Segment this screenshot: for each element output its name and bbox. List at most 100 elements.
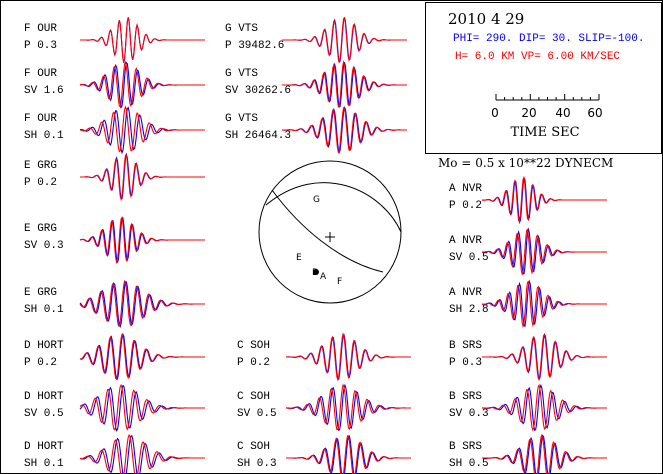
synthetic-trace [481, 280, 607, 329]
depth-text: H= 6.0 KM VP= 6.00 KM/SEC [455, 51, 620, 63]
scale-tick-label: 40 [555, 106, 570, 120]
station-label: B SRS [449, 441, 482, 453]
station-label: A NVR [449, 235, 482, 247]
waveform-panel: F OUR P 0.3 [24, 17, 205, 63]
scale-tick-label: 0 [491, 106, 499, 120]
scale-tick-label: 60 [587, 106, 602, 120]
waveform-panel: F OUR SH 0.1 [24, 105, 205, 155]
waveform-panel: A NVR SV 0.5 [449, 227, 607, 277]
traces-layer: F OUR P 0.3 F OUR SV 1.6 F OUR SH 0.1 E GRG P 0… [24, 16, 607, 474]
waveform-panel: A NVR SH 2.8 [449, 279, 607, 329]
phase-amplitude-label: SH 0.3 [237, 458, 277, 470]
phase-amplitude-label: SV 0.5 [237, 408, 277, 420]
station-label: C SOH [237, 391, 270, 403]
waveform-panel: B SRS P 0.3 [449, 332, 607, 382]
synthetic-trace [482, 433, 607, 474]
phase-amplitude-label: SH 0.1 [24, 130, 64, 142]
phase-amplitude-label: P 0.3 [24, 40, 57, 52]
synthetic-trace [281, 107, 407, 154]
station-label: D HORT [24, 340, 64, 352]
station-mark-b: B [312, 268, 318, 278]
station-label: D HORT [24, 391, 64, 403]
phase-amplitude-label: SV 1.6 [24, 85, 64, 97]
station-label: C SOH [237, 340, 270, 352]
waveform-panel: D HORT SH 0.1 [24, 433, 205, 474]
synthetic-trace [482, 176, 607, 224]
waveform-panel: G VTS P 39482.6 [225, 16, 407, 63]
phase-amplitude-label: P 0.2 [24, 177, 57, 189]
phase-amplitude-label: SH 2.8 [449, 304, 489, 316]
waveform-panel: A NVR P 0.2 [449, 175, 607, 224]
station-label: E GRG [24, 287, 57, 299]
phase-amplitude-label: SV 0.5 [24, 408, 64, 420]
observed-trace [286, 435, 411, 474]
phase-amplitude-label: P 0.2 [237, 357, 270, 369]
phase-amplitude-label: SV 0.3 [449, 408, 489, 420]
station-label: G VTS [225, 68, 258, 80]
phase-amplitude-label: SH 0.5 [449, 458, 489, 470]
station-mark-e: E [296, 253, 302, 263]
waveform-panel: F OUR SV 1.6 [24, 60, 205, 109]
station-mark-a: A [320, 272, 327, 282]
time-scale-label: TIME SEC [510, 125, 579, 140]
nodal-plane-1 [271, 189, 384, 273]
station-label: G VTS [225, 113, 258, 125]
synthetic-trace [481, 383, 607, 432]
waveform-panel: C SOH P 0.2 [237, 332, 411, 382]
station-label: F OUR [24, 23, 57, 35]
nodal-plane-2 [265, 182, 402, 233]
phase-amplitude-label: SH 26464.3 [225, 130, 291, 142]
synthetic-trace [282, 16, 407, 63]
waveform-panel: B SRS SV 0.3 [449, 383, 607, 432]
station-label: G VTS [225, 23, 258, 35]
phase-amplitude-label: SH 0.1 [24, 304, 64, 316]
phase-amplitude-label: P 0.2 [24, 357, 57, 369]
synthetic-trace [285, 332, 411, 382]
synthetic-trace [285, 383, 411, 431]
synthetic-trace [79, 383, 205, 431]
station-label: E GRG [24, 223, 57, 235]
waveform-panel: D HORT P 0.2 [24, 332, 205, 381]
station-label: B SRS [449, 391, 482, 403]
phase-amplitude-label: SV 0.3 [24, 240, 64, 252]
synthetic-trace [286, 435, 411, 474]
info-box [425, 2, 662, 154]
waveform-panel: C SOH SV 0.5 [237, 383, 411, 432]
scale-tick-label: 20 [521, 106, 536, 120]
focal-mechanism: G E B A F [258, 160, 402, 304]
phase-amplitude-label: P 0.2 [449, 200, 482, 212]
synthetic-trace [79, 105, 205, 153]
synthetic-trace [482, 333, 607, 380]
waveform-panel: G VTS SV 30262.6 [225, 60, 407, 109]
station-label: F OUR [24, 68, 57, 80]
station-mark-f: F [337, 277, 342, 287]
pressure-axis-marker [313, 269, 319, 275]
phase-amplitude-label: SH 0.1 [24, 458, 64, 470]
synthetic-trace [80, 433, 205, 474]
station-label: A NVR [449, 183, 482, 195]
station-label: D HORT [24, 441, 64, 453]
synthetic-trace [482, 228, 607, 277]
station-label: C SOH [237, 441, 270, 453]
synthetic-trace [80, 17, 205, 63]
synthetic-trace [282, 60, 407, 108]
waveform-panel: B SRS SH 0.5 [449, 433, 607, 474]
waveform-panel: D HORT SV 0.5 [24, 383, 205, 432]
time-scale: 0 20 40 60 TIME SEC [491, 94, 603, 140]
phase-amplitude-label: SV 0.5 [449, 252, 489, 264]
synthetic-trace [79, 60, 205, 109]
moment-text: Mo = 0.5 x 10**22 DYNECM [438, 156, 613, 170]
synthetic-trace [79, 333, 205, 381]
station-label: F OUR [24, 113, 57, 125]
synthetic-trace [79, 215, 205, 265]
observed-trace [282, 106, 407, 155]
event-date: 2010 4 29 [448, 10, 524, 28]
station-mark-g: G [313, 195, 320, 205]
waveform-panel: E GRG SH 0.1 [24, 279, 205, 329]
mechanism-text: PHI= 290. DIP= 30. SLIP=-100. [453, 33, 644, 45]
waveform-panel: E GRG P 0.2 [24, 152, 205, 202]
synthetic-trace [80, 154, 205, 202]
waveform-panel: E GRG SV 0.3 [24, 215, 205, 265]
